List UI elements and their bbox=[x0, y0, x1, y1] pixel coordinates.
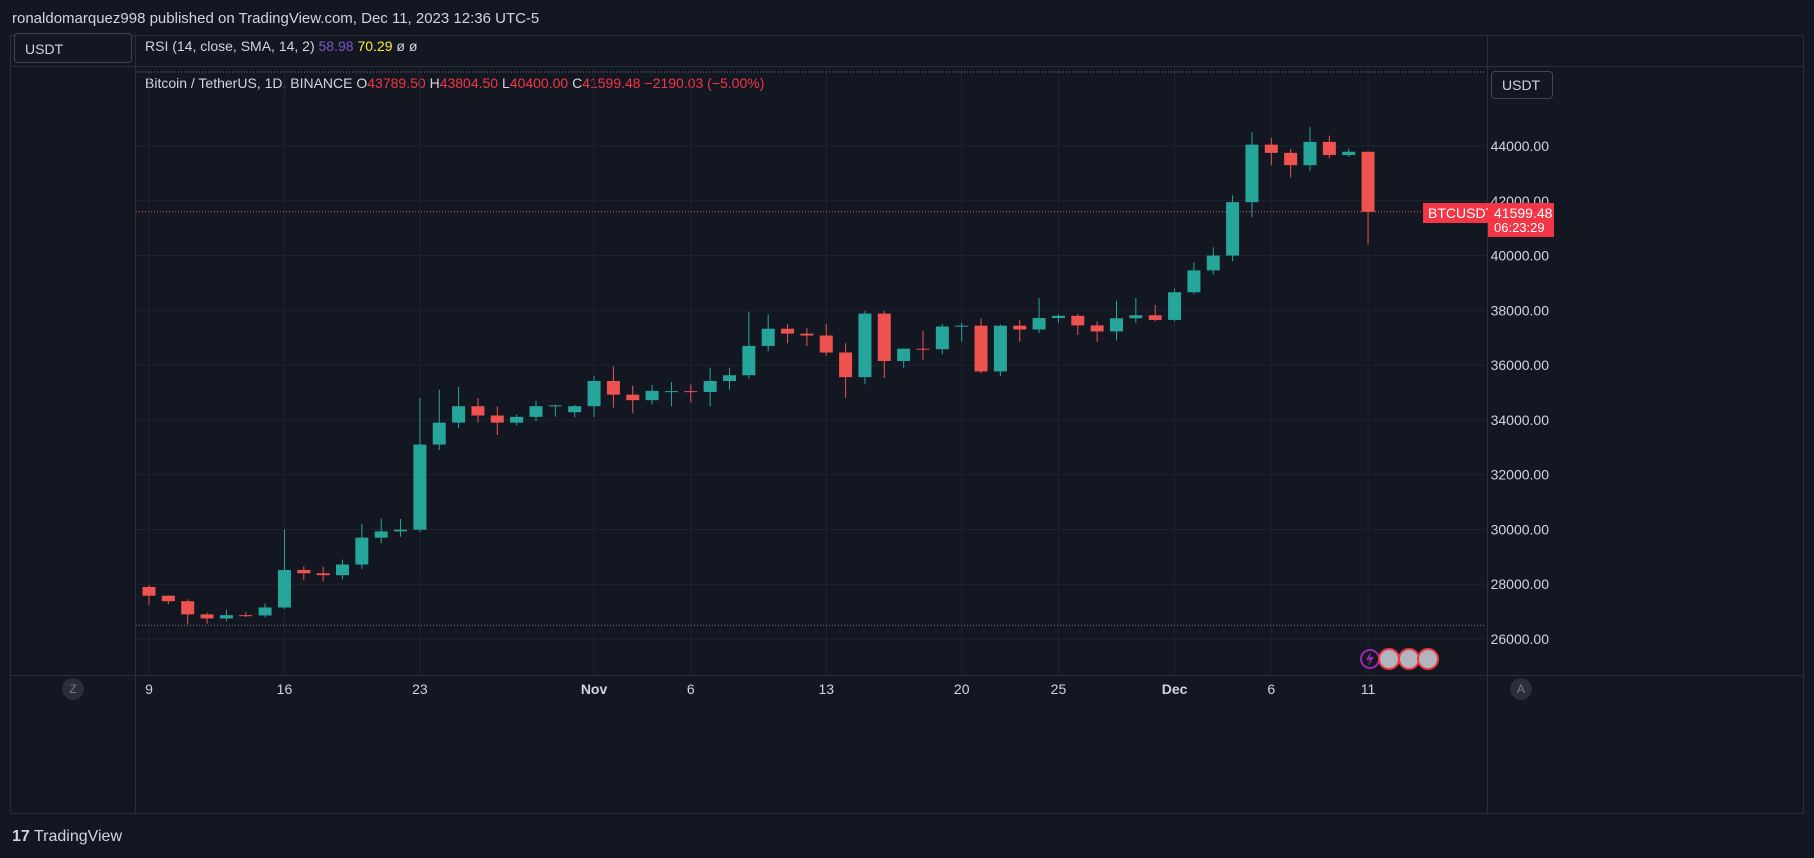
low-label: L bbox=[502, 75, 510, 91]
published-header: ronaldomarquez998 published on TradingVi… bbox=[12, 10, 539, 27]
price-tag-symbol: BTCUSDT bbox=[1423, 203, 1495, 223]
indicator-name: RSI (14, close, SMA, 14, 2) bbox=[145, 38, 315, 54]
indicator-value-4: ø bbox=[409, 38, 418, 54]
currency-button[interactable]: USDT bbox=[14, 33, 132, 63]
high-value: 43804.50 bbox=[440, 75, 498, 91]
high-label: H bbox=[430, 75, 440, 91]
chart-left-divider bbox=[135, 35, 136, 814]
indicator-value-1: 58.98 bbox=[319, 38, 354, 54]
indicator-value-3: ø bbox=[396, 38, 405, 54]
symbol-name: Bitcoin / TetherUS, 1D, BINANCE bbox=[145, 75, 352, 91]
price-tag-countdown: 06:23:29 bbox=[1488, 219, 1554, 237]
tradingview-brand-label: TradingView bbox=[34, 828, 122, 845]
chart-frame bbox=[10, 35, 1804, 814]
close-value: 41599.48 bbox=[582, 75, 640, 91]
low-value: 40400.00 bbox=[510, 75, 568, 91]
indicator-pane-divider bbox=[10, 66, 1804, 67]
tradingview-brand[interactable]: 17 TradingView bbox=[12, 828, 122, 846]
indicator-legend[interactable]: RSI (14, close, SMA, 14, 2) 58.98 70.29 … bbox=[145, 38, 417, 54]
currency-scale-button[interactable]: USDT bbox=[1491, 71, 1553, 99]
close-label: C bbox=[572, 75, 582, 91]
zoom-z-button[interactable]: Z bbox=[62, 678, 84, 700]
symbol-legend[interactable]: Bitcoin / TetherUS, 1D, BINANCE O43789.5… bbox=[145, 75, 764, 91]
change-value: −2190.03 (−5.00%) bbox=[645, 75, 765, 91]
tradingview-logo-icon: 17 bbox=[12, 828, 30, 845]
open-value: 43789.50 bbox=[367, 75, 425, 91]
time-scale-divider bbox=[10, 675, 1804, 676]
price-scale-divider bbox=[1487, 35, 1488, 814]
auto-scale-button[interactable]: A bbox=[1510, 678, 1532, 700]
indicator-value-2: 70.29 bbox=[357, 38, 392, 54]
open-label: O bbox=[356, 75, 367, 91]
